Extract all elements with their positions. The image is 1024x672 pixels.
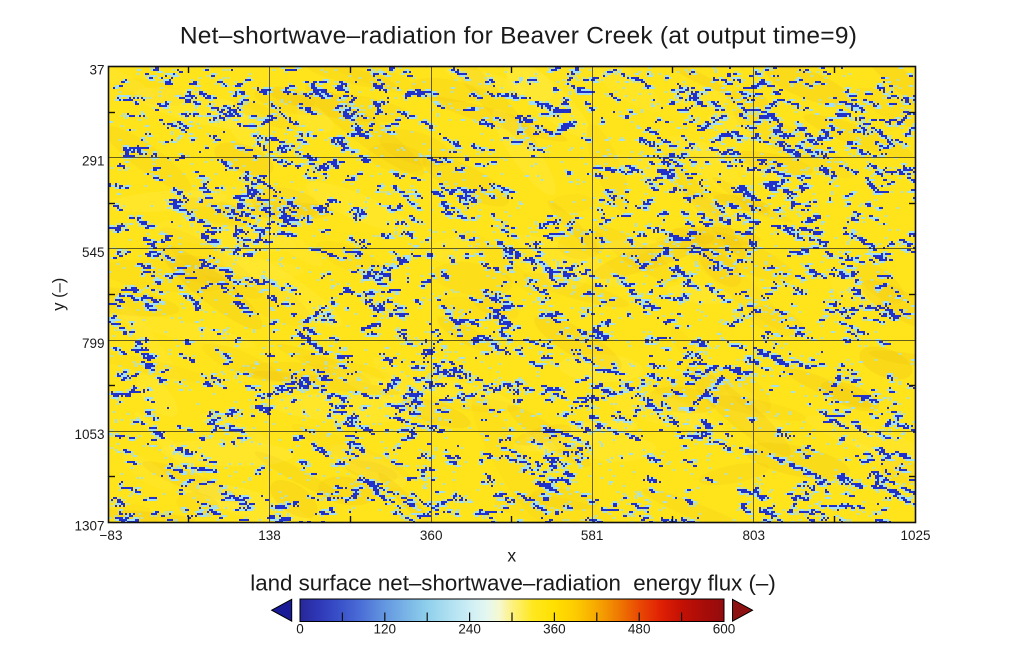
svg-text:y (–): y (–): [50, 278, 68, 311]
svg-text:120: 120: [374, 622, 397, 637]
svg-text:480: 480: [628, 622, 651, 637]
svg-text:1053: 1053: [74, 427, 104, 442]
svg-text:581: 581: [581, 528, 604, 543]
svg-text:1307: 1307: [74, 518, 104, 533]
svg-text:x: x: [507, 546, 516, 566]
svg-text:545: 545: [82, 245, 105, 260]
svg-text:land surface net–shortwave–rad: land surface net–shortwave–radiation ene…: [250, 571, 776, 596]
svg-text:0: 0: [296, 622, 304, 637]
svg-text:291: 291: [82, 154, 105, 169]
svg-text:600: 600: [713, 622, 736, 637]
svg-text:37: 37: [89, 62, 104, 77]
svg-text:360: 360: [543, 622, 566, 637]
svg-text:138: 138: [258, 528, 281, 543]
svg-text:803: 803: [743, 528, 766, 543]
svg-text:799: 799: [82, 336, 105, 351]
svg-text:240: 240: [458, 622, 481, 637]
svg-text:360: 360: [420, 528, 443, 543]
svg-text:1025: 1025: [900, 528, 930, 543]
svg-text:−83: −83: [100, 528, 123, 543]
svg-text:Net–shortwave–radiation for Be: Net–shortwave–radiation for Beaver Creek…: [180, 23, 857, 50]
